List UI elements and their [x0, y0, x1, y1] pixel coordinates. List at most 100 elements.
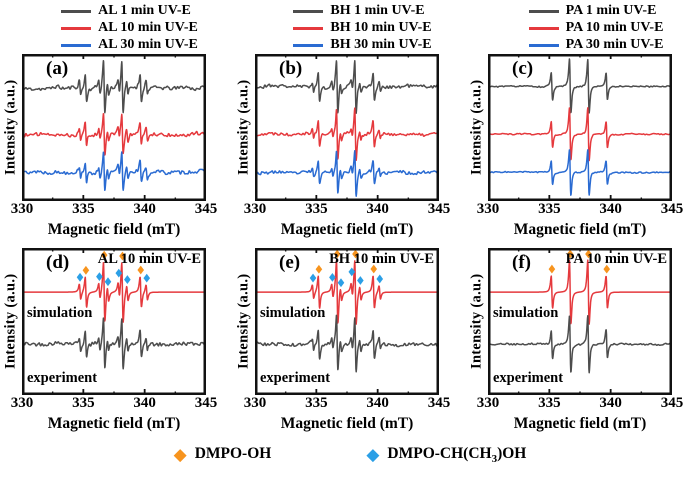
- legend-item: BH 1 min UV-E: [293, 3, 425, 19]
- panel-cell-a: AL 1 min UV-E AL 10 min UV-E AL 30 min UV-…: [0, 2, 233, 241]
- legend-line-swatch: [293, 43, 324, 47]
- legend-item: AL 10 min UV-E: [61, 20, 198, 36]
- legend-text: AL 30 min UV-E: [98, 37, 198, 52]
- panel-letter-a: (a): [46, 58, 69, 79]
- legend-text: AL 10 min UV-E: [98, 20, 198, 35]
- panel-letter-e: (e): [279, 252, 301, 273]
- marker-legend: ◆ DMPO-OH ◆ DMPO-CH(CH3)OH: [0, 437, 700, 473]
- panel-title-e: BH 10 min UV-E: [329, 251, 434, 267]
- x-tick-label: 345: [194, 201, 218, 217]
- legend-line-swatch: [61, 9, 92, 13]
- legend-panel-c: PA 1 min UV-E PA 10 min UV-E PA 30 min UV-…: [528, 3, 664, 53]
- y-axis-label: Intensity (a.u.): [235, 273, 252, 370]
- experiment-label: experiment: [493, 370, 564, 386]
- legend-line-swatch: [528, 43, 559, 47]
- legend-item: PA 1 min UV-E: [528, 3, 657, 19]
- panel-letter-c: (c): [512, 58, 534, 79]
- legend-text: PA 1 min UV-E: [565, 3, 657, 18]
- legend-item: AL 1 min UV-E: [61, 3, 191, 19]
- x-tick-label: 345: [427, 395, 451, 411]
- legend-label: DMPO-OH: [194, 444, 272, 462]
- diamond-icon: ◆: [173, 444, 187, 465]
- panel-letter-d: (d): [46, 252, 70, 273]
- epr-plot-c: [488, 54, 672, 201]
- x-axis-label: Magnetic field (mT): [47, 221, 181, 238]
- x-tick-label: 335: [538, 201, 561, 217]
- epr-figure: AL 1 min UV-E AL 10 min UV-E AL 30 min UV-…: [0, 2, 700, 435]
- legend-panel-a: AL 1 min UV-E AL 10 min UV-E AL 30 min UV-…: [61, 3, 198, 53]
- panel-cell-b: BH 1 min UV-E BH 10 min UV-E BH 30 min UV-…: [233, 2, 466, 241]
- x-axis-ticks: 330 335 340 345: [11, 395, 218, 413]
- legend-text: AL 1 min UV-E: [98, 3, 191, 18]
- legend-line-swatch: [293, 9, 324, 13]
- x-tick-label: 345: [427, 201, 451, 217]
- panel-letter-b: (b): [279, 58, 303, 79]
- x-axis-label: Magnetic field (mT): [47, 415, 181, 432]
- panel-cell-c: PA 1 min UV-E PA 10 min UV-E PA 30 min UV-…: [466, 2, 700, 241]
- legend-item: PA 30 min UV-E: [528, 37, 664, 53]
- panel-cell-d: Intensity (a.u.) (d) AL 10 min UV-E simu…: [0, 241, 233, 435]
- panel-title-d: AL 10 min UV-E: [97, 251, 201, 267]
- legend-text: PA 30 min UV-E: [565, 37, 664, 52]
- x-tick-label: 330: [476, 201, 500, 217]
- x-tick-label: 345: [194, 395, 218, 411]
- y-axis-label: Intensity (a.u.): [468, 79, 485, 176]
- x-tick-label: 335: [72, 201, 95, 217]
- x-tick-label: 340: [599, 395, 622, 411]
- legend-text: BH 1 min UV-E: [330, 3, 425, 18]
- legend-label: DMPO-CH(CH3)OH: [387, 444, 527, 466]
- x-axis-ticks: 330 335 340 345: [244, 395, 451, 413]
- panel-cell-e: Intensity (a.u.) (e) BH 10 min UV-E simu…: [233, 241, 466, 435]
- x-tick-label: 345: [660, 201, 684, 217]
- legend-item: BH 30 min UV-E: [293, 37, 432, 53]
- x-tick-label: 330: [476, 395, 500, 411]
- legend-line-swatch: [528, 9, 559, 13]
- x-tick-label: 340: [366, 201, 389, 217]
- legend-text: PA 10 min UV-E: [565, 20, 664, 35]
- x-tick-label: 340: [133, 201, 156, 217]
- x-tick-label: 335: [72, 395, 95, 411]
- y-axis-label: Intensity (a.u.): [2, 273, 19, 370]
- legend-line-swatch: [293, 26, 324, 30]
- x-tick-label: 340: [599, 201, 622, 217]
- panel-letter-f: (f): [512, 252, 531, 273]
- legend-text: BH 10 min UV-E: [330, 20, 432, 35]
- simulation-label: simulation: [260, 305, 326, 321]
- legend-text: BH 30 min UV-E: [330, 37, 432, 52]
- legend-panel-b: BH 1 min UV-E BH 10 min UV-E BH 30 min UV-…: [293, 3, 432, 53]
- x-tick-label: 330: [10, 395, 34, 411]
- epr-plot-f: [488, 248, 672, 395]
- x-tick-label: 335: [538, 395, 561, 411]
- x-axis-label: Magnetic field (mT): [513, 415, 647, 432]
- y-axis-label: Intensity (a.u.): [468, 273, 485, 370]
- x-tick-label: 335: [305, 395, 328, 411]
- legend-line-swatch: [61, 43, 92, 47]
- x-tick-label: 335: [305, 201, 328, 217]
- panel-cell-f: Intensity (a.u.) (f) PA 10 min UV-E simu…: [466, 241, 700, 435]
- x-tick-label: 330: [243, 395, 267, 411]
- x-axis-ticks: 330 335 340 345: [244, 201, 451, 219]
- x-axis-ticks: 330 335 340 345: [477, 201, 684, 219]
- simulation-label: simulation: [27, 305, 93, 321]
- x-tick-label: 330: [243, 201, 267, 217]
- legend-item-dmpo-ch: ◆ DMPO-CH(CH3)OH: [366, 445, 526, 465]
- x-tick-label: 340: [366, 395, 389, 411]
- x-tick-label: 330: [10, 201, 34, 217]
- experiment-label: experiment: [260, 370, 331, 386]
- legend-item-dmpo-oh: ◆ DMPO-OH: [174, 445, 272, 465]
- x-axis-ticks: 330 335 340 345: [11, 201, 218, 219]
- legend-item: BH 10 min UV-E: [293, 20, 432, 36]
- y-axis-label: Intensity (a.u.): [2, 79, 19, 176]
- experiment-label: experiment: [27, 370, 98, 386]
- legend-line-swatch: [61, 26, 92, 30]
- x-axis-label: Magnetic field (mT): [513, 221, 647, 238]
- diamond-icon: ◆: [366, 444, 380, 465]
- x-axis-label: Magnetic field (mT): [280, 415, 414, 432]
- epr-plot-e: [255, 248, 439, 395]
- simulation-label: simulation: [493, 305, 559, 321]
- y-axis-label: Intensity (a.u.): [235, 79, 252, 176]
- x-tick-label: 345: [660, 395, 684, 411]
- x-axis-label: Magnetic field (mT): [280, 221, 414, 238]
- epr-plot-a: [22, 54, 206, 201]
- epr-plot-d: [22, 248, 206, 395]
